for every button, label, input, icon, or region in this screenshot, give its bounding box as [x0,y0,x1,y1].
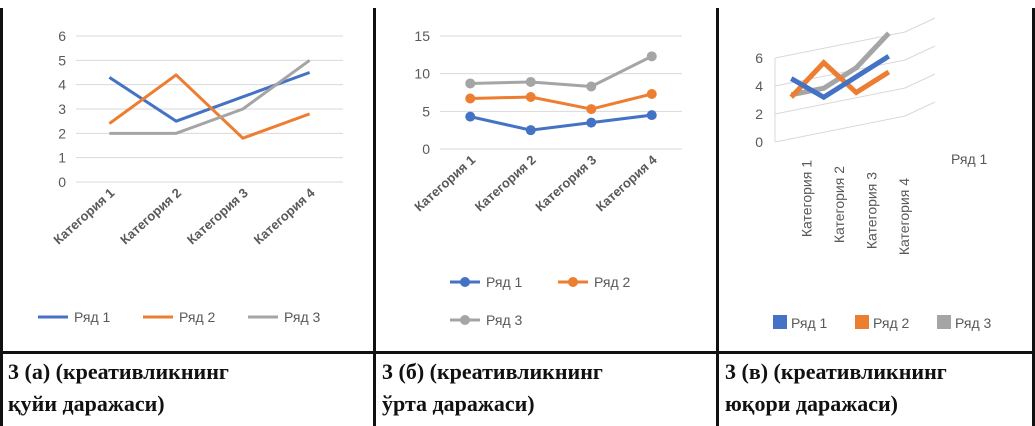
chart-a-ytick-label: 0 [58,174,66,190]
chart-c-series-line-2 [789,59,891,99]
chart-c-depth-label: Ряд 1 [951,151,988,167]
chart-b-legend-label: Ряд 1 [486,274,523,290]
chart-c-legend-swatch [937,315,951,329]
caption-a: 3 (а) (креативликнинг қуйи даражаси) [8,356,229,420]
chart-a-ytick-label: 3 [58,101,66,117]
chart-a-xtick-label: Категория 4 [251,185,318,248]
chart-b-data-point [525,76,536,87]
line-chart-a: 0 1 2 3 4 5 6 Категория 1 Категория 2 Категория 3… [38,28,343,325]
chart-b-legend-label: Ряд 2 [594,274,631,290]
chart-c-gridline-depth [904,73,936,89]
chart-b-data-point [525,92,536,103]
chart-a-xtick-label: Категория 3 [184,185,251,247]
chart-b-data-point [586,104,597,115]
chart-b-legend-label: Ряд 3 [486,312,523,328]
chart-c-legend-swatch [855,315,869,329]
chart-c-gridline [774,115,906,143]
chart-c-ytick-label: 0 [755,134,763,150]
caption-b-line1: 3 (б) (креативликнинг [382,359,603,384]
chart-a-ytick-label: 6 [58,28,66,44]
chart-a-ytick-label: 2 [58,125,66,141]
caption-separator [0,351,1035,354]
caption-a-line1: 3 (а) (креативликнинг [8,359,229,384]
border-right [1032,8,1035,426]
chart-b-ytick-label: 10 [414,66,430,82]
chart-b-legend-marker [568,277,578,287]
chart-b-series-line-3 [470,54,653,88]
chart-c-ytick-label: 2 [755,106,763,122]
chart-a-series-line-1 [108,71,311,123]
border-divider-2 [716,8,719,426]
3d-line-chart-c: 0 2 4 6 Ряд 1 Категория 1 Категория 2 Категория… [755,17,992,331]
chart-b-data-point [465,111,476,122]
chart-c-xtick-label: Категория 3 [863,172,879,249]
border-left [0,8,3,426]
chart-b-xtick-label: Категория 1 [411,152,478,214]
chart-c-legend-swatch [773,315,787,329]
chart-c-xtick-label: Категория 4 [896,178,912,255]
chart-b-legend-marker [460,277,470,287]
caption-a-line2: қуйи даражаси) [8,391,165,416]
chart-c-series-line-1 [790,54,891,101]
chart-b-data-point [465,78,476,89]
chart-b-series-line-1 [469,113,652,132]
chart-b-series-line-2 [470,92,653,111]
border-divider-1 [373,8,376,426]
chart-a-xtick-label: Категория 1 [51,185,118,247]
chart-b-data-point [646,51,657,62]
chart-b-xtick-label: Категория 3 [532,152,599,214]
chart-b-data-point [525,125,536,136]
chart-c-xtick-label: Категория 1 [798,160,814,237]
caption-c-line2: юқори даражаси) [725,391,898,416]
caption-c: 3 (в) (креативликнинг юқори даражаси) [725,356,947,420]
caption-b: 3 (б) (креативликнинг ўрта даражаси) [382,356,603,420]
chart-c-ytick-label: 6 [755,50,763,66]
chart-a-ytick-label: 5 [58,52,66,68]
caption-b-line2: ўрта даражаси) [382,391,535,416]
chart-b-data-point [586,117,597,128]
chart-b-ytick-label: 5 [422,103,430,119]
chart-c-ytick-label: 4 [755,78,763,94]
chart-a-series-line-2 [108,73,311,140]
chart-a-legend-label: Ряд 2 [179,309,216,325]
chart-c-gridline-depth [904,101,936,117]
chart-b-data-point [586,81,597,92]
chart-b-legend-marker [460,315,470,325]
chart-a-legend-label: Ряд 3 [284,309,321,325]
chart-b-ytick-label: 15 [414,28,430,44]
chart-c-gridline-depth [904,17,936,33]
chart-b-xtick-label: Категория 4 [593,152,660,215]
chart-b-xtick-label: Категория 2 [472,152,539,214]
caption-c-line1: 3 (в) (креативликнинг [725,359,947,384]
chart-b-data-point [646,110,657,121]
chart-c-xtick-label: Категория 2 [831,166,847,243]
chart-c-gridline-depth [904,45,936,61]
chart-a-xtick-label: Категория 2 [117,185,184,247]
chart-b-data-point [646,89,657,100]
chart-c-legend-label: Ряд 3 [955,315,992,331]
chart-b-data-point [465,93,476,104]
chart-b-ytick-label: 0 [422,141,430,157]
chart-a-legend-label: Ряд 1 [74,309,111,325]
chart-a-ytick-label: 1 [58,150,66,166]
chart-c-legend-label: Ряд 1 [791,315,828,331]
chart-a-ytick-label: 4 [58,77,66,93]
chart-c-gridline [774,87,906,115]
chart-c-legend-label: Ряд 2 [873,315,910,331]
chart-a-series-line-3 [109,59,311,135]
